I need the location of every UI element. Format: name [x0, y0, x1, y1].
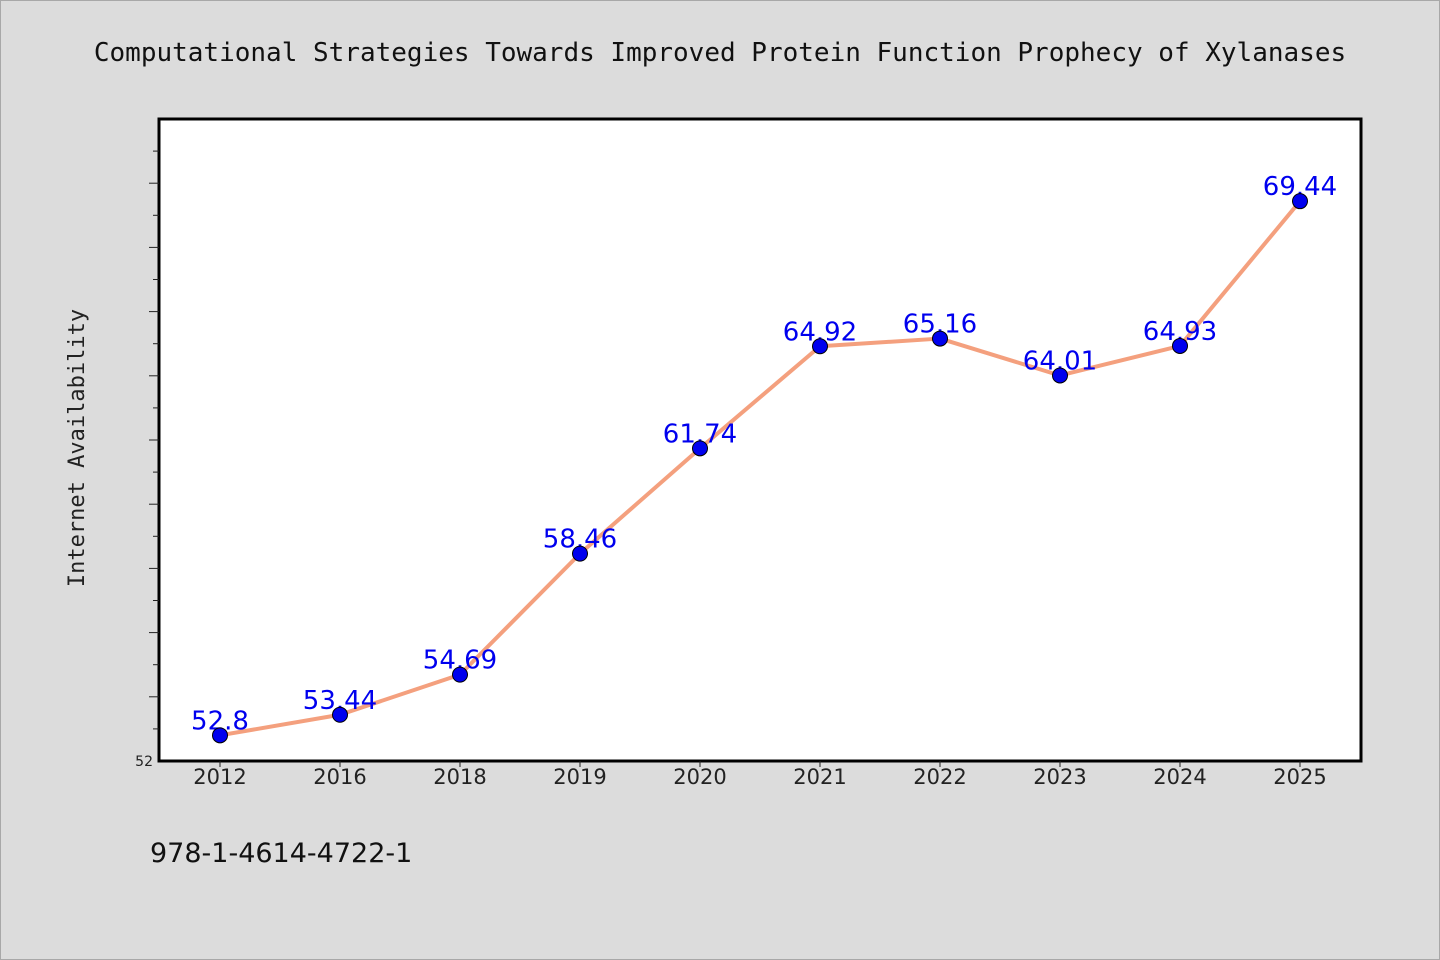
series-line [218, 199, 1302, 738]
footer-isbn: 978-1-4614-4722-1 [150, 838, 412, 869]
x-tick-label: 2025 [1273, 765, 1326, 789]
x-tick-label: 2019 [553, 765, 606, 789]
x-tick-label: 2012 [193, 765, 246, 789]
data-point [1172, 337, 1188, 354]
data-point [212, 727, 228, 744]
x-tick-label: 2024 [1153, 765, 1206, 789]
x-tick-label: 2021 [793, 765, 846, 789]
x-tick-label: 2020 [673, 765, 726, 789]
data-point [332, 706, 348, 723]
x-tick-label: 2022 [913, 765, 966, 789]
y-tick-label: 52 [135, 754, 153, 770]
chart-title: Computational Strategies Towards Improve… [94, 38, 1346, 68]
x-tick-label: 2018 [433, 765, 486, 789]
data-point [452, 666, 468, 683]
x-axis-ticks: 2012 2016 2018 2019 2020 2021 2022 2023 2024 2025 [193, 761, 1327, 789]
data-point [572, 545, 588, 562]
y-axis-label: Internet Availability [65, 309, 90, 587]
plot-area [157, 117, 1363, 763]
x-tick-label: 2016 [313, 765, 366, 789]
data-point [692, 440, 708, 457]
data-point [1292, 193, 1308, 210]
data-point [812, 338, 828, 355]
data-point [932, 330, 948, 347]
x-tick-label: 2023 [1033, 765, 1086, 789]
y-axis-ticks: 52 [135, 150, 159, 770]
data-point [1052, 367, 1068, 384]
